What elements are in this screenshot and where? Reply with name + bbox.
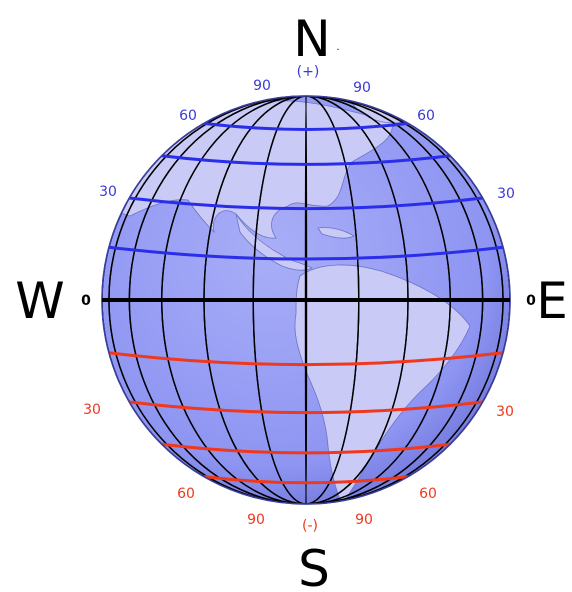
south-parallel-line [161, 442, 451, 455]
south-hemisphere-sign: (-) [302, 518, 318, 534]
north-60-right-label: 60 [417, 108, 435, 124]
north-parallel-line [203, 121, 409, 131]
west-letter: W [15, 272, 64, 330]
north-60-left-label: 60 [179, 108, 197, 124]
south-parallel-line [203, 475, 409, 485]
north-hemisphere-sign: (+) [297, 64, 320, 80]
south-60-right-label: 60 [419, 486, 437, 502]
south-60-left-label: 60 [177, 486, 195, 502]
equator-label-east: 0 [526, 293, 536, 309]
north-dot: . [336, 42, 339, 53]
north-30-left-label: 30 [99, 184, 117, 200]
south-90-left-label: 90 [247, 512, 265, 528]
south-parallel-line [129, 400, 483, 415]
caribbean-shape [317, 227, 355, 239]
south-letter: S [298, 540, 330, 592]
north-90-left-label: 90 [253, 78, 271, 94]
north-30-right-label: 30 [497, 186, 515, 202]
north-90-right-label: 90 [353, 80, 371, 96]
south-90-right-label: 90 [355, 512, 373, 528]
north-letter: N [293, 10, 330, 68]
south-30-right-label: 30 [496, 404, 514, 420]
north-parallel-line [161, 154, 451, 166]
north-parallel-line [108, 245, 504, 261]
north-parallel-line [129, 196, 483, 211]
south-parallel-line [108, 351, 504, 367]
parallel-lines [108, 121, 504, 485]
equator-label-west: 0 [81, 293, 91, 309]
south-30-left-label: 30 [83, 402, 101, 418]
east-letter: E [536, 272, 568, 330]
